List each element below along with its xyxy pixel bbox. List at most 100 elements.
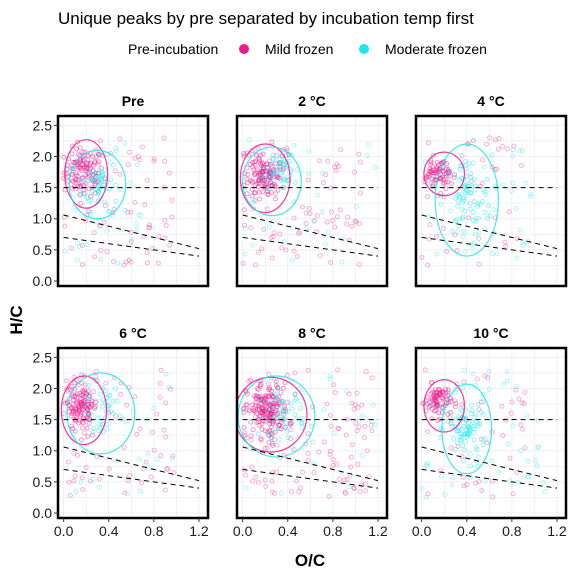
data-point	[337, 476, 343, 482]
data-point	[82, 164, 88, 170]
data-point	[269, 163, 275, 169]
data-point	[487, 135, 493, 141]
data-point	[264, 206, 270, 212]
data-point	[90, 172, 96, 178]
data-point	[441, 225, 447, 231]
data-point	[443, 173, 449, 179]
data-point	[477, 183, 483, 189]
data-point	[81, 430, 87, 436]
data-point	[430, 164, 436, 170]
data-point	[134, 162, 140, 168]
data-point	[437, 392, 443, 398]
data-point	[289, 152, 295, 158]
data-point	[321, 407, 327, 413]
data-point	[463, 415, 469, 421]
data-point	[98, 176, 104, 182]
data-point	[83, 168, 89, 174]
data-point	[74, 394, 80, 400]
data-point	[125, 209, 131, 215]
data-point	[88, 193, 94, 199]
data-point	[342, 491, 348, 497]
data-point	[136, 212, 142, 218]
data-point	[456, 414, 462, 420]
data-point	[514, 255, 520, 261]
data-point	[281, 161, 287, 167]
data-point	[243, 389, 249, 395]
data-point	[352, 402, 358, 408]
data-point	[281, 416, 287, 422]
data-point	[303, 220, 309, 226]
data-point	[93, 373, 99, 379]
data-point	[89, 398, 95, 404]
data-point	[78, 184, 84, 190]
data-point	[242, 430, 248, 436]
data-point	[284, 145, 290, 151]
data-point	[274, 172, 280, 178]
data-point	[255, 431, 261, 437]
data-point	[271, 437, 277, 443]
data-point	[251, 405, 257, 411]
y-tick-label: 2.5	[33, 349, 53, 365]
data-point	[464, 423, 470, 429]
data-point	[276, 408, 282, 414]
data-point	[90, 168, 96, 174]
data-point	[277, 160, 283, 166]
data-point	[96, 159, 102, 165]
data-point	[262, 408, 268, 414]
data-point	[362, 435, 368, 441]
data-point	[278, 178, 284, 184]
data-point	[513, 387, 519, 393]
data-point	[247, 161, 253, 167]
data-point	[128, 209, 134, 215]
data-point	[87, 416, 93, 422]
data-point	[72, 184, 78, 190]
data-point	[427, 222, 433, 228]
data-point	[440, 396, 446, 402]
data-point	[134, 431, 140, 437]
data-point	[446, 170, 452, 176]
data-point	[91, 230, 97, 236]
data-point	[74, 161, 80, 167]
data-point	[470, 217, 476, 223]
data-point	[482, 209, 488, 215]
data-point	[276, 156, 282, 162]
data-point	[470, 138, 476, 144]
data-point	[461, 423, 467, 429]
data-point	[446, 169, 452, 175]
data-point	[258, 413, 264, 419]
data-point	[349, 223, 355, 229]
reference-line	[63, 468, 200, 489]
data-point	[283, 247, 289, 253]
data-point	[463, 427, 469, 433]
data-point	[103, 388, 109, 394]
data-point	[67, 492, 73, 498]
data-point	[431, 396, 437, 402]
x-tick-label: 0.8	[502, 523, 522, 539]
data-point	[464, 482, 470, 488]
data-point	[461, 379, 467, 385]
data-point	[265, 191, 271, 197]
data-point	[278, 414, 284, 420]
data-point	[267, 180, 273, 186]
data-point	[337, 207, 343, 213]
data-point	[63, 378, 69, 384]
data-point	[320, 171, 326, 177]
data-point	[450, 424, 456, 430]
data-point	[98, 247, 104, 253]
data-point	[268, 171, 274, 177]
data-point	[465, 183, 471, 189]
data-point	[78, 166, 84, 172]
data-point	[321, 439, 327, 445]
data-point	[464, 431, 470, 437]
data-point	[277, 167, 283, 173]
panel-label: Pre	[122, 93, 145, 109]
data-point	[75, 164, 81, 170]
data-point	[428, 169, 434, 175]
data-point	[256, 178, 262, 184]
data-point	[81, 190, 87, 196]
data-point	[451, 436, 457, 442]
data-point	[432, 395, 438, 401]
reference-line	[421, 468, 558, 489]
data-point	[96, 152, 102, 158]
data-point	[259, 160, 265, 166]
